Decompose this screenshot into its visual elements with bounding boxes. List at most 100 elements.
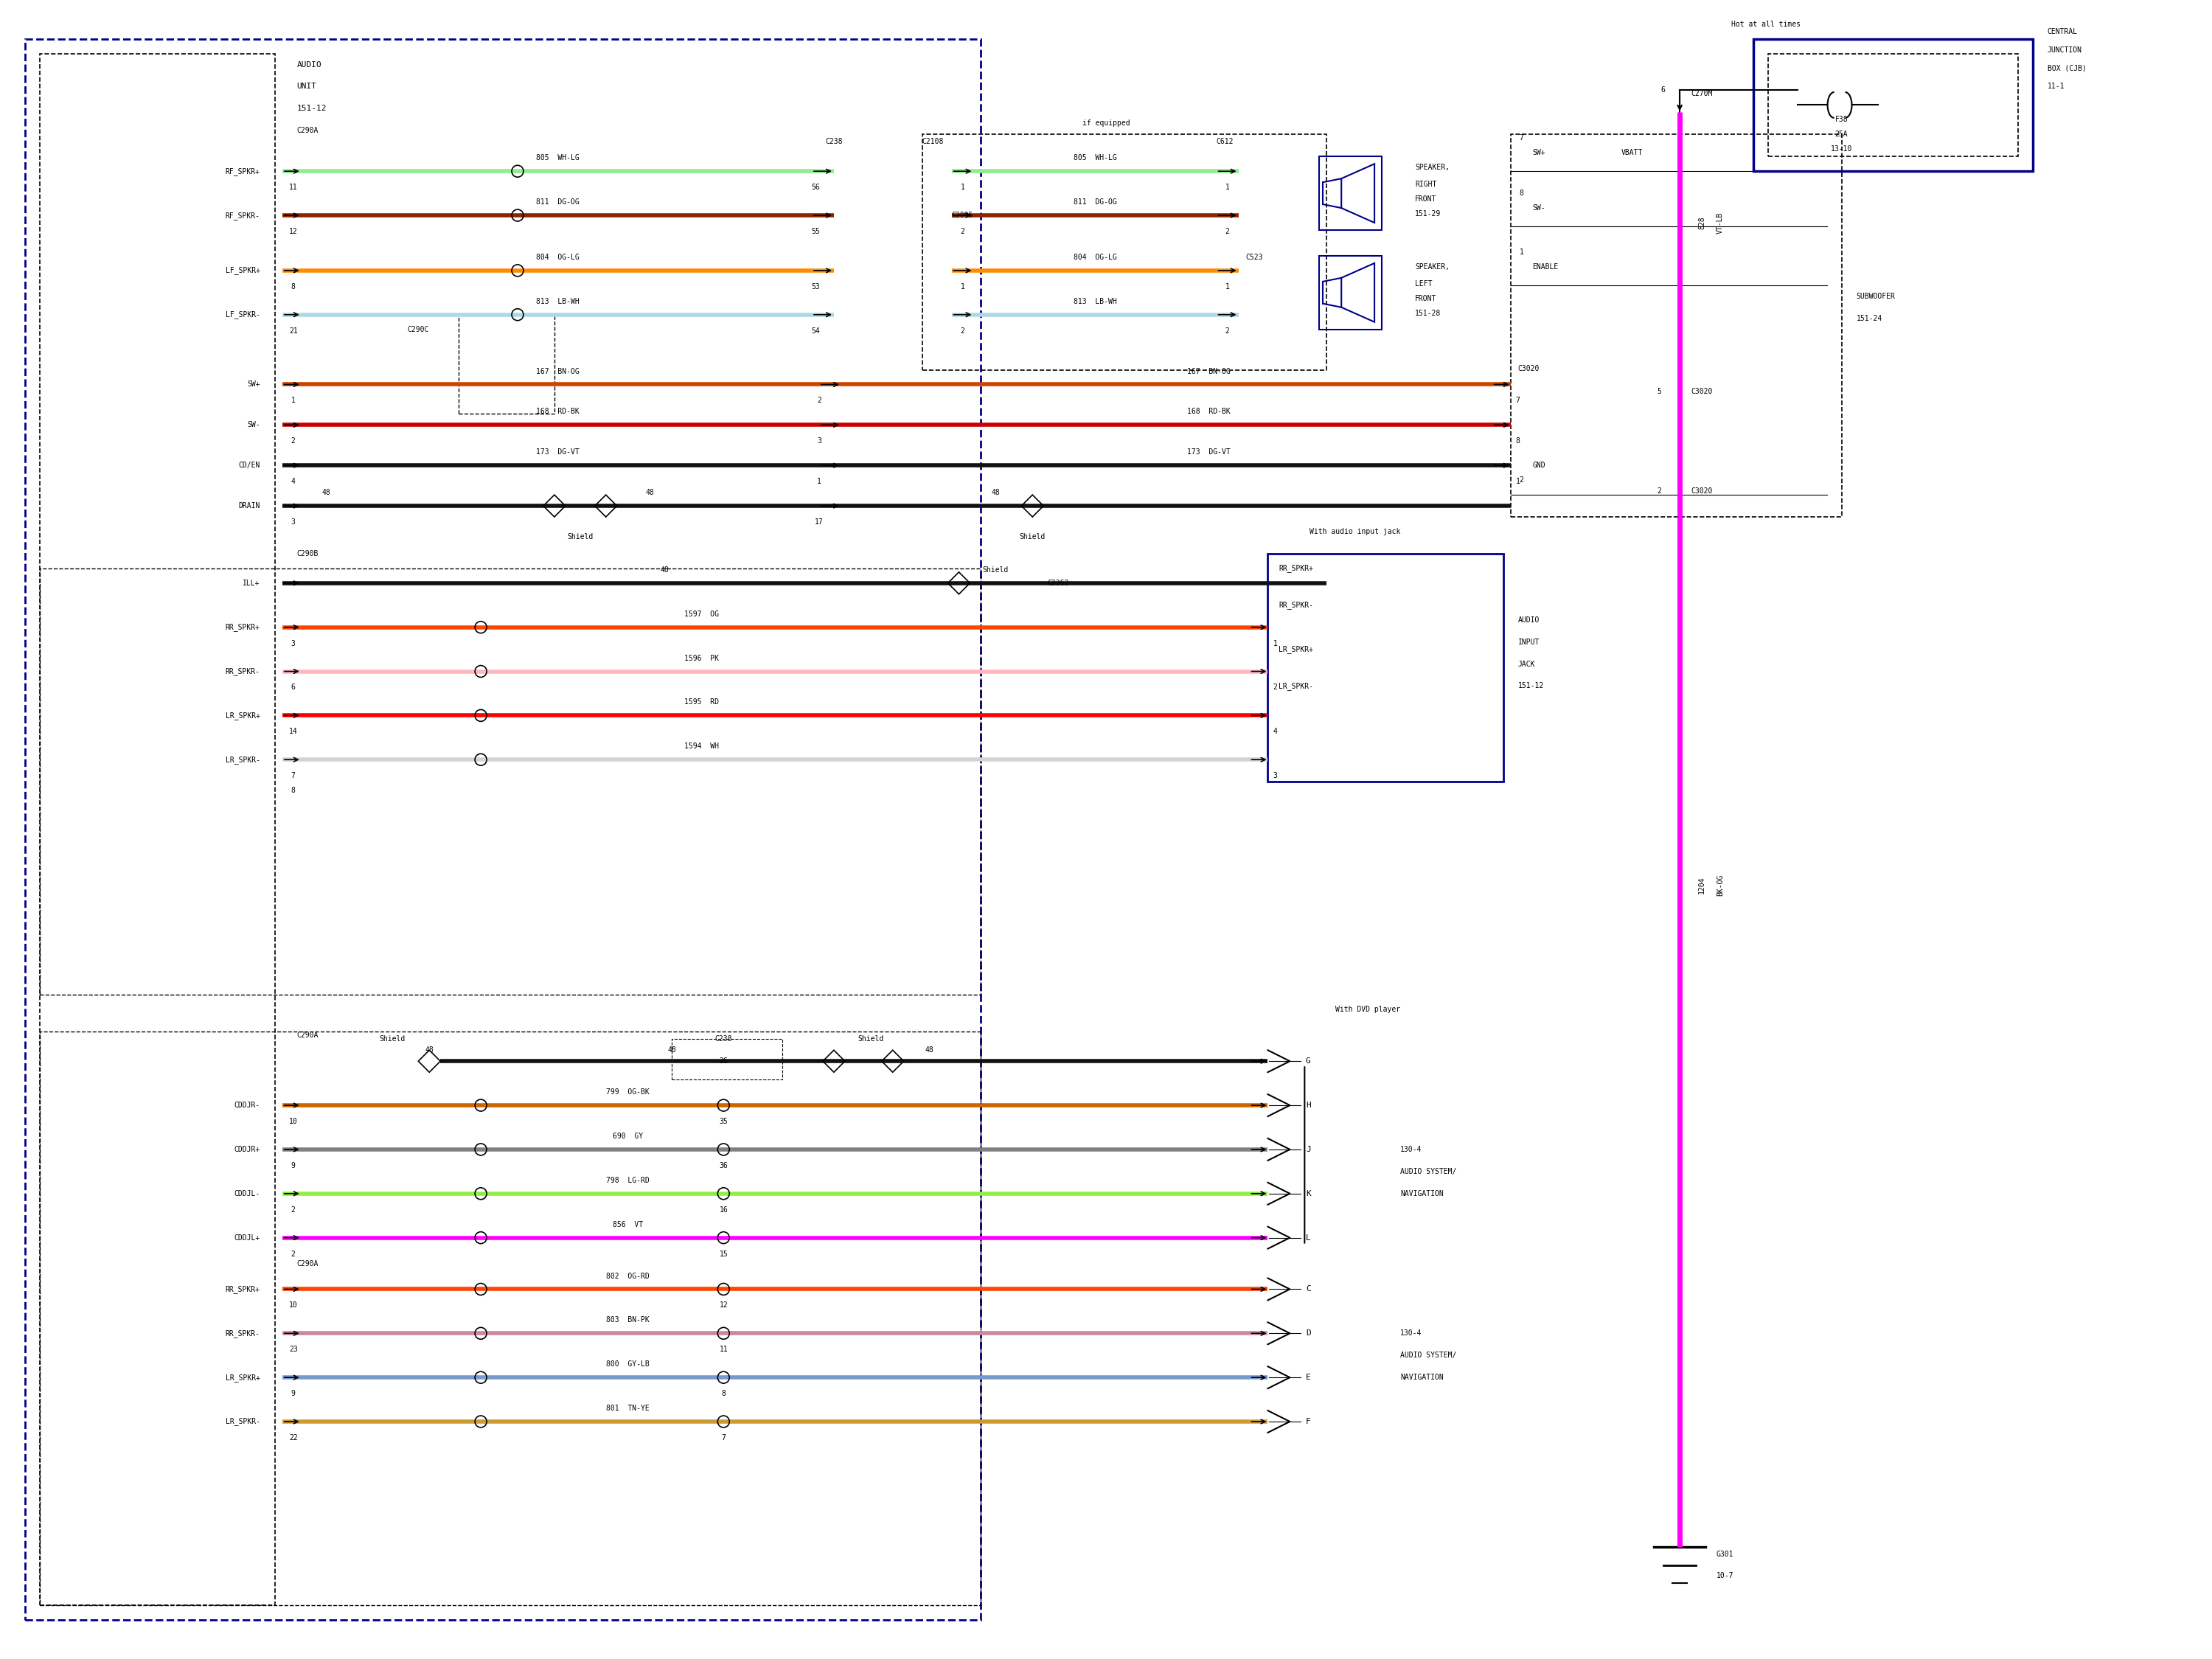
Text: 811  DG-OG: 811 DG-OG: [1073, 199, 1117, 206]
Text: CDDJL+: CDDJL+: [234, 1234, 261, 1241]
Text: 168  RD-BK: 168 RD-BK: [1188, 408, 1230, 415]
Text: 3: 3: [292, 518, 296, 526]
Text: 3: 3: [292, 640, 296, 647]
Text: RF_SPKR-: RF_SPKR-: [226, 211, 261, 219]
Text: if equipped: if equipped: [1082, 119, 1130, 128]
Text: 11: 11: [719, 1345, 728, 1354]
Text: 9: 9: [292, 1161, 296, 1170]
Text: NAVIGATION: NAVIGATION: [1400, 1374, 1444, 1382]
Text: C3020: C3020: [1690, 488, 1712, 494]
Text: 802  OG-RD: 802 OG-RD: [606, 1272, 650, 1279]
Text: C270M: C270M: [1690, 90, 1712, 98]
Text: D: D: [1305, 1329, 1312, 1337]
Text: LR_SPKR+: LR_SPKR+: [226, 712, 261, 720]
Text: CDDJR+: CDDJR+: [234, 1146, 261, 1153]
Text: Shield: Shield: [858, 1035, 883, 1044]
Text: SW-: SW-: [1533, 204, 1546, 212]
Text: INPUT: INPUT: [1517, 639, 1540, 645]
Text: 8: 8: [721, 1390, 726, 1397]
Text: RIGHT: RIGHT: [1416, 181, 1436, 187]
Text: SW-: SW-: [248, 421, 261, 428]
Text: C: C: [1305, 1286, 1312, 1292]
Text: With audio input jack: With audio input jack: [1310, 528, 1400, 536]
Text: F: F: [1305, 1418, 1312, 1425]
Text: 7: 7: [292, 771, 296, 780]
Text: 167  BN-OG: 167 BN-OG: [535, 368, 580, 375]
Text: C238: C238: [714, 1035, 732, 1044]
Text: 21: 21: [290, 327, 299, 335]
Text: JUNCTION: JUNCTION: [2048, 46, 2081, 53]
Text: 168  RD-BK: 168 RD-BK: [535, 408, 580, 415]
Text: 173  DG-VT: 173 DG-VT: [535, 448, 580, 456]
Text: 2: 2: [292, 438, 296, 445]
Text: DRAIN: DRAIN: [239, 503, 261, 509]
Text: 799  OG-BK: 799 OG-BK: [606, 1088, 650, 1095]
Text: C3020: C3020: [1517, 365, 1540, 372]
Text: C523: C523: [1245, 254, 1263, 260]
Text: 803  BN-PK: 803 BN-PK: [606, 1316, 650, 1324]
Text: 1: 1: [292, 397, 296, 405]
Text: 16: 16: [719, 1206, 728, 1213]
Text: AUDIO: AUDIO: [1517, 615, 1540, 624]
Text: RR_SPKR+: RR_SPKR+: [226, 1286, 261, 1294]
Text: 2: 2: [292, 1206, 296, 1213]
Text: H: H: [1305, 1102, 1312, 1108]
Text: NAVIGATION: NAVIGATION: [1400, 1190, 1444, 1198]
Text: 130-4: 130-4: [1400, 1146, 1422, 1153]
Text: 3: 3: [816, 438, 821, 445]
Text: 2: 2: [292, 1251, 296, 1258]
Text: 167  BN-OG: 167 BN-OG: [1188, 368, 1230, 375]
Text: 2: 2: [816, 397, 821, 405]
Text: 26: 26: [719, 1057, 728, 1065]
Text: 48: 48: [991, 489, 1000, 496]
Text: 23: 23: [290, 1345, 299, 1354]
Text: 804  OG-LG: 804 OG-LG: [535, 254, 580, 260]
Text: ENABLE: ENABLE: [1533, 264, 1559, 270]
Text: Shield: Shield: [380, 1035, 405, 1044]
Text: 2: 2: [1520, 476, 1524, 484]
Text: VBATT: VBATT: [1621, 149, 1644, 156]
Text: C2362: C2362: [1046, 579, 1068, 587]
Text: 10: 10: [290, 1118, 299, 1125]
Text: E: E: [1305, 1374, 1312, 1382]
Text: LF_SPKR-: LF_SPKR-: [226, 310, 261, 319]
Text: 14: 14: [290, 728, 299, 735]
Text: 56: 56: [812, 184, 821, 191]
Text: BK-OG: BK-OG: [1717, 874, 1723, 896]
Text: 1597  OG: 1597 OG: [684, 611, 719, 617]
Text: 48: 48: [668, 1047, 677, 1053]
Text: LR_SPKR+: LR_SPKR+: [226, 1374, 261, 1382]
Text: 1: 1: [1515, 478, 1520, 486]
Text: RR_SPKR+: RR_SPKR+: [1279, 564, 1314, 572]
Text: CDDJR-: CDDJR-: [234, 1102, 261, 1108]
Text: 1: 1: [1225, 284, 1230, 290]
Text: 828: 828: [1699, 216, 1705, 229]
Text: BOX (CJB): BOX (CJB): [2048, 65, 2086, 71]
Text: C3020: C3020: [1690, 388, 1712, 395]
Text: 48: 48: [646, 489, 655, 496]
Text: 1: 1: [1225, 184, 1230, 191]
Text: 801  TN-YE: 801 TN-YE: [606, 1405, 650, 1412]
Text: 813  LB-WH: 813 LB-WH: [535, 297, 580, 305]
Text: J: J: [1305, 1146, 1312, 1153]
Text: 10-7: 10-7: [1717, 1573, 1734, 1579]
Text: 12: 12: [719, 1302, 728, 1309]
Text: LR_SPKR-: LR_SPKR-: [226, 1417, 261, 1425]
Text: 7: 7: [1520, 134, 1524, 141]
Text: Shield: Shield: [982, 566, 1009, 574]
Text: 805  WH-LG: 805 WH-LG: [1073, 154, 1117, 161]
Text: 5: 5: [1657, 388, 1661, 395]
Text: 856  VT: 856 VT: [613, 1221, 644, 1228]
Text: JACK: JACK: [1517, 660, 1535, 667]
Text: 130-4: 130-4: [1400, 1329, 1422, 1337]
Text: 1: 1: [816, 478, 821, 486]
Text: Hot at all times: Hot at all times: [1732, 20, 1801, 28]
Text: UNIT: UNIT: [296, 83, 316, 90]
Text: C612: C612: [1217, 138, 1234, 146]
Text: RF_SPKR+: RF_SPKR+: [226, 168, 261, 176]
Text: 4: 4: [292, 478, 296, 486]
Text: 1595  RD: 1595 RD: [684, 698, 719, 707]
Text: C2108: C2108: [922, 138, 945, 146]
Text: 811  DG-OG: 811 DG-OG: [535, 199, 580, 206]
Text: 7: 7: [1515, 397, 1520, 405]
